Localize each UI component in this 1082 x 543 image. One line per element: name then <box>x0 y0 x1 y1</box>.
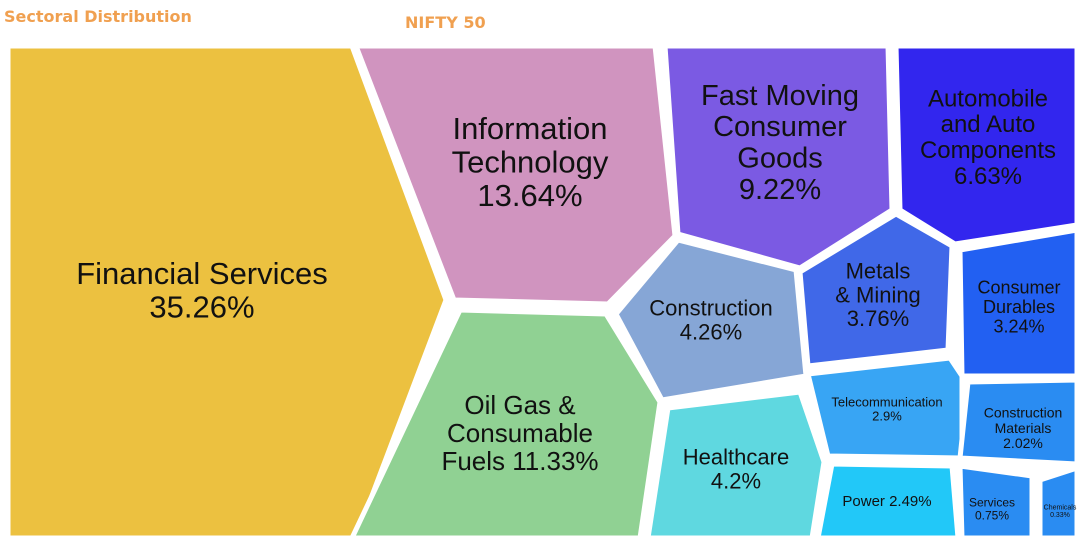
cell-label-construction-materials-1: Materials <box>995 420 1052 436</box>
cell-label-automobile-and-auto-components-0: Automobile <box>928 85 1048 112</box>
cell-shape-metals-and-mining[interactable] <box>797 211 955 369</box>
cell-label-construction-materials-2: 2.02% <box>1003 435 1043 451</box>
cell-shape-services[interactable] <box>957 463 1035 541</box>
cell-label-construction-materials-0: Construction <box>984 405 1063 421</box>
cell-shape-automobile-and-auto-components[interactable] <box>893 43 1080 247</box>
cell-power[interactable]: Power 2.49% <box>815 461 961 541</box>
cell-label-financial-services-1: 35.26% <box>149 289 254 324</box>
cell-shape-financial-services[interactable] <box>5 43 449 541</box>
cell-label-information-technology-2: 13.64% <box>477 178 582 213</box>
cell-label-oil-gas-and-consumable-fuels-0: Oil Gas & <box>464 390 575 420</box>
cell-label-chemicals-1: 0.33% <box>1050 512 1070 519</box>
cell-label-automobile-and-auto-components-2: Components <box>920 137 1056 164</box>
cell-label-services-1: 0.75% <box>975 509 1009 523</box>
cell-label-power-0: Power 2.49% <box>842 493 931 510</box>
cell-label-fast-moving-consumer-goods-1: Consumer <box>713 111 847 143</box>
cell-label-consumer-durables-0: Consumer <box>977 278 1060 298</box>
cell-label-metals-and-mining-1: & Mining <box>835 282 921 307</box>
cell-shape-oil-gas-and-consumable-fuels[interactable] <box>349 307 663 541</box>
cell-shape-information-technology[interactable] <box>353 43 678 307</box>
cell-shape-power[interactable] <box>815 461 961 541</box>
cell-label-construction-1: 4.26% <box>680 319 742 344</box>
cell-label-automobile-and-auto-components-3: 6.63% <box>954 163 1022 190</box>
cell-label-healthcare-0: Healthcare <box>683 445 789 470</box>
cell-shape-construction-materials[interactable] <box>957 377 1080 467</box>
cell-shape-consumer-durables[interactable] <box>957 227 1080 379</box>
cell-label-chemicals-0: Chemicals <box>1044 505 1077 512</box>
cell-label-telecommunication-1: 2.9% <box>872 408 902 423</box>
cell-shape-chemicals[interactable] <box>1037 465 1080 541</box>
cell-label-construction-0: Construction <box>649 296 773 321</box>
cell-shape-fast-moving-consumer-goods[interactable] <box>662 43 895 271</box>
cell-label-metals-and-mining-2: 3.76% <box>847 306 909 331</box>
cell-label-services-0: Services <box>969 496 1015 510</box>
section-title: Sectoral Distribution <box>4 7 192 26</box>
cell-shape-construction[interactable] <box>613 237 809 403</box>
cell-label-fast-moving-consumer-goods-0: Fast Moving <box>701 80 859 112</box>
cell-label-oil-gas-and-consumable-fuels-1: Consumable <box>447 418 593 448</box>
chart-title: NIFTY 50 <box>405 13 486 32</box>
cell-label-automobile-and-auto-components-1: and Auto <box>941 111 1036 138</box>
cell-label-consumer-durables-1: Durables <box>983 297 1055 317</box>
cell-label-financial-services-0: Financial Services <box>76 256 328 291</box>
cell-label-fast-moving-consumer-goods-3: 9.22% <box>739 174 821 206</box>
cell-label-telecommunication-0: Telecommunication <box>831 394 942 409</box>
cell-label-fast-moving-consumer-goods-2: Goods <box>737 143 822 175</box>
cell-shape-healthcare[interactable] <box>645 389 827 541</box>
cell-label-metals-and-mining-0: Metals <box>846 259 911 284</box>
cell-label-information-technology-0: Information <box>452 111 607 146</box>
cell-label-healthcare-1: 4.2% <box>711 468 761 493</box>
cell-label-oil-gas-and-consumable-fuels-2: Fuels 11.33% <box>441 446 598 476</box>
cell-label-information-technology-1: Technology <box>452 145 609 180</box>
cell-label-consumer-durables-2: 3.24% <box>993 317 1044 337</box>
